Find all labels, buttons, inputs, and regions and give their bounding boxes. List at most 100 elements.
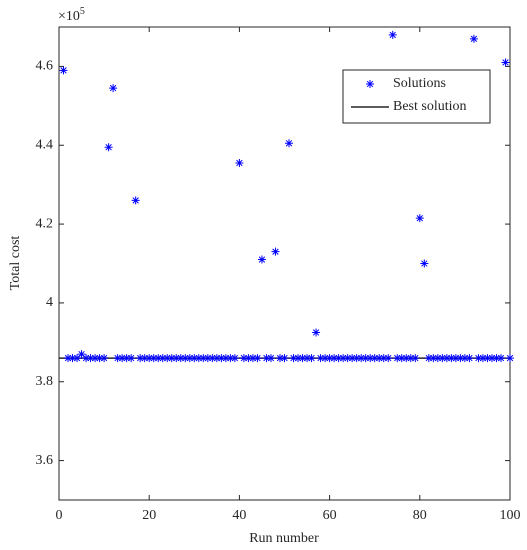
multiplier-exponent: 5 xyxy=(80,6,85,17)
solution-point xyxy=(487,354,496,363)
y-tick-label: 4.2 xyxy=(36,216,54,231)
solution-point xyxy=(230,354,239,363)
y-tick-label: 3.6 xyxy=(36,453,54,468)
solution-point xyxy=(384,354,393,363)
solution-point xyxy=(357,354,366,363)
y-tick-label: 4 xyxy=(46,295,53,310)
solution-point xyxy=(334,354,343,363)
solution-point xyxy=(163,354,172,363)
solution-point xyxy=(429,354,438,363)
solution-point xyxy=(64,354,73,363)
solution-point xyxy=(118,354,127,363)
solution-point xyxy=(316,354,325,363)
solution-point xyxy=(127,354,136,363)
solution-point xyxy=(100,354,109,363)
solution-point xyxy=(113,354,122,363)
solution-point xyxy=(415,214,424,223)
solution-point xyxy=(226,354,235,363)
solution-point xyxy=(176,354,185,363)
solution-point xyxy=(352,354,361,363)
x-tick-label: 60 xyxy=(323,508,337,523)
solution-point xyxy=(375,354,384,363)
solution-point xyxy=(343,354,352,363)
solution-point xyxy=(91,354,100,363)
solution-point xyxy=(212,354,221,363)
solution-point xyxy=(68,354,77,363)
solution-point xyxy=(411,354,420,363)
solution-point xyxy=(307,354,316,363)
solution-point xyxy=(438,354,447,363)
solution-point xyxy=(199,354,208,363)
x-tick-label: 80 xyxy=(413,508,427,523)
solution-point xyxy=(275,354,284,363)
solution-point xyxy=(145,354,154,363)
solution-point xyxy=(131,196,140,205)
solution-point xyxy=(122,354,131,363)
solution-point xyxy=(248,354,257,363)
solution-point xyxy=(496,354,505,363)
solution-point xyxy=(321,354,330,363)
solution-point xyxy=(433,354,442,363)
solution-point xyxy=(181,354,190,363)
solution-point xyxy=(451,354,460,363)
solution-point xyxy=(474,354,483,363)
y-tick-label: 4.4 xyxy=(36,137,54,152)
solution-point xyxy=(262,354,271,363)
solution-point xyxy=(361,354,370,363)
solution-point xyxy=(406,354,415,363)
solution-point xyxy=(379,354,388,363)
solution-point xyxy=(208,354,217,363)
y-tick-label: 3.8 xyxy=(36,374,54,389)
solution-point xyxy=(285,139,294,148)
solution-point xyxy=(312,328,321,337)
solution-point xyxy=(330,354,339,363)
solution-point xyxy=(397,354,406,363)
solution-point xyxy=(298,354,307,363)
solution-point xyxy=(420,259,429,268)
solution-point xyxy=(366,354,375,363)
solution-point xyxy=(136,354,145,363)
solution-point xyxy=(109,84,118,93)
solution-point xyxy=(190,354,199,363)
solution-point xyxy=(244,354,253,363)
y-axis-label: Total cost xyxy=(8,236,23,291)
solution-point xyxy=(271,247,280,256)
solution-point xyxy=(253,354,262,363)
solution-point xyxy=(104,143,113,152)
solution-point xyxy=(388,30,397,39)
legend-marker xyxy=(366,80,374,88)
solution-point xyxy=(506,354,514,363)
solution-point xyxy=(73,354,82,363)
solution-point xyxy=(257,255,266,264)
solution-point xyxy=(447,354,456,363)
x-tick-label: 20 xyxy=(142,508,156,523)
x-tick-label: 0 xyxy=(56,508,63,523)
solution-point xyxy=(465,354,474,363)
solution-point xyxy=(154,354,163,363)
solution-point xyxy=(194,354,203,363)
solution-point xyxy=(460,354,469,363)
x-tick-label: 100 xyxy=(500,508,521,523)
legend-label: Solutions xyxy=(393,76,446,91)
multiplier-base: ×10 xyxy=(58,9,80,24)
y-tick-label: 4.6 xyxy=(36,59,54,74)
solution-point xyxy=(492,354,501,363)
x-axis-label: Run number xyxy=(249,531,319,546)
solution-point xyxy=(158,354,167,363)
plot-frame xyxy=(58,26,511,501)
solution-point xyxy=(478,354,487,363)
solution-point xyxy=(339,354,348,363)
solution-point xyxy=(402,354,411,363)
solution-point xyxy=(82,354,91,363)
solution-point xyxy=(149,354,158,363)
solution-point xyxy=(140,354,149,363)
solution-point xyxy=(294,354,303,363)
solution-point xyxy=(266,354,275,363)
solution-point xyxy=(203,354,212,363)
solution-point xyxy=(325,354,334,363)
solution-point xyxy=(442,354,451,363)
x-tick-label: 40 xyxy=(232,508,246,523)
y-multiplier: ×105 xyxy=(58,6,85,24)
solution-point xyxy=(370,354,379,363)
